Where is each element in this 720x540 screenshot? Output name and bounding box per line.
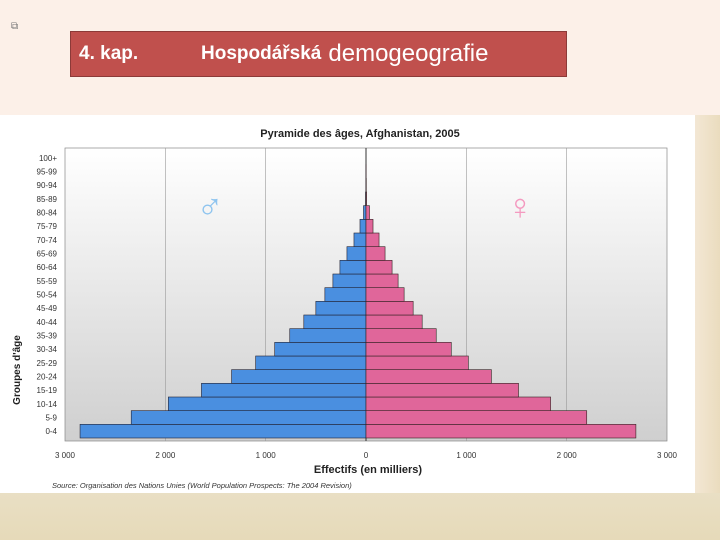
population-pyramid-chart: Pyramide des âges, Afghanistan, 2005 ♂ ♀…: [0, 115, 695, 493]
y-tick-label: 15-19: [37, 386, 58, 395]
y-tick-label: 30-34: [37, 345, 58, 354]
x-tick-label: 2 000: [557, 451, 578, 460]
female-bar: [365, 355, 469, 370]
female-bar: [365, 219, 374, 234]
male-bar: [324, 287, 367, 302]
x-tick-label: 1 000: [456, 451, 477, 460]
y-tick-label: 10-14: [37, 400, 58, 409]
male-bar: [353, 232, 367, 247]
title-normal: demogeografie: [328, 40, 489, 67]
y-tick-label: 50-54: [37, 291, 58, 300]
chart-title: Pyramide des âges, Afghanistan, 2005: [260, 128, 460, 140]
y-tick-label: 35-39: [37, 332, 58, 341]
y-tick-label: 20-24: [37, 373, 58, 382]
male-symbol-icon: ♂: [197, 186, 224, 227]
x-tick-label: 1 000: [256, 451, 277, 460]
male-bar: [363, 205, 367, 220]
female-symbol-icon: ♀: [507, 186, 534, 227]
x-tick-label: 3 000: [55, 451, 76, 460]
male-bar: [201, 383, 367, 398]
female-bar: [365, 287, 405, 302]
female-bar: [365, 342, 452, 357]
y-tick-label: 90-94: [37, 181, 58, 190]
female-bar: [365, 396, 551, 411]
female-bar: [365, 328, 437, 343]
y-tick-label: 40-44: [37, 318, 58, 327]
footer-strip: [0, 493, 720, 540]
slide-title: 4. kap. Hospodářská demogeografie: [70, 31, 567, 77]
y-tick-label: 75-79: [37, 222, 58, 231]
female-bar: [365, 424, 637, 439]
male-bar: [315, 301, 367, 316]
female-bar: [365, 232, 380, 247]
chart-svg: Pyramide des âges, Afghanistan, 2005 ♂ ♀…: [12, 128, 678, 490]
female-bar: [365, 369, 492, 384]
title-number: 4. kap.: [79, 43, 139, 64]
female-bar: [365, 273, 399, 288]
male-bar: [346, 246, 367, 261]
slide-icon[interactable]: ⧉: [11, 21, 19, 32]
x-tick-label: 2 000: [155, 451, 176, 460]
side-strip: [695, 115, 720, 493]
y-tick-label: 100+: [39, 154, 57, 163]
y-tick-label: 80-84: [37, 209, 58, 218]
y-axis-label: Groupes d'âge: [12, 335, 23, 405]
y-tick-label: 0-4: [45, 427, 57, 436]
female-bar: [365, 260, 393, 275]
male-bar: [359, 219, 367, 234]
male-bar: [332, 273, 367, 288]
y-tick-label: 95-99: [37, 168, 58, 177]
y-tick-label: 65-69: [37, 250, 58, 259]
female-bar: [365, 301, 414, 316]
x-axis-label: Effectifs (en milliers): [314, 464, 423, 476]
male-bar: [79, 424, 367, 439]
y-tick-label: 60-64: [37, 263, 58, 272]
y-tick-label: 55-59: [37, 277, 58, 286]
x-tick-label: 0: [364, 451, 369, 460]
female-bar: [365, 410, 588, 425]
male-bar: [231, 369, 367, 384]
female-bar: [365, 383, 519, 398]
male-bar: [130, 410, 367, 425]
male-bar: [255, 355, 367, 370]
female-bar: [365, 205, 370, 220]
female-bar: [365, 314, 423, 329]
chart-source: Source: Organisation des Nations Unies (…: [52, 481, 352, 490]
x-tick-label: 3 000: [657, 451, 678, 460]
y-tick-label: 25-29: [37, 359, 58, 368]
y-tick-label: 85-89: [37, 195, 58, 204]
male-bar: [168, 396, 367, 411]
male-bar: [339, 260, 367, 275]
y-tick-label: 45-49: [37, 304, 58, 313]
female-bar: [365, 191, 367, 206]
y-tick-label: 5-9: [45, 414, 57, 423]
y-tick-label: 70-74: [37, 236, 58, 245]
male-bar: [303, 314, 367, 329]
title-bold: Hospodářská: [201, 43, 322, 64]
female-bar: [365, 246, 386, 261]
male-bar: [289, 328, 367, 343]
male-bar: [274, 342, 367, 357]
